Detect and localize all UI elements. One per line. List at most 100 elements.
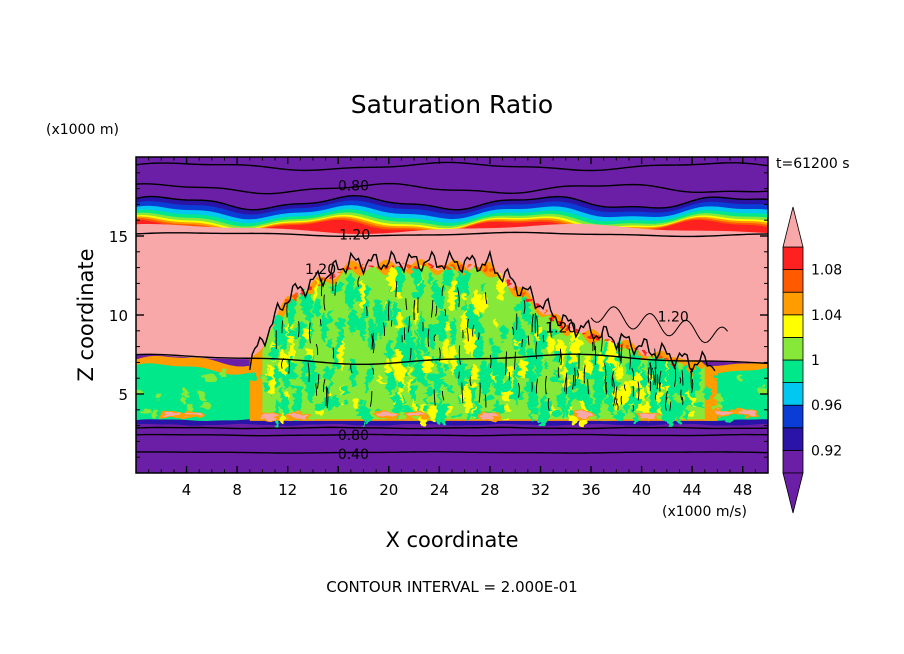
cloud-top-fleck: [467, 265, 472, 270]
y-tick-label: 10: [109, 307, 128, 325]
deck-cell: [416, 384, 428, 394]
streak-contour: [617, 342, 620, 358]
streak-contour: [458, 345, 461, 365]
streak-contour: [559, 350, 562, 366]
deck-cell: [185, 404, 195, 411]
streak-contour: [565, 373, 568, 395]
streak-contour: [557, 367, 560, 378]
colorbar-tick-label: 0.96: [811, 398, 842, 414]
cloud-cell: [347, 273, 355, 290]
base-pocket-core: [377, 412, 396, 418]
deck-cell: [741, 395, 753, 402]
contour-line: [136, 433, 768, 437]
deck-cell: [426, 401, 439, 405]
streak-contour: [325, 386, 327, 406]
colorbar-swatch: [782, 449, 804, 474]
streak-contour: [691, 379, 694, 394]
streak-contour: [605, 382, 608, 393]
deck-cell: [730, 384, 741, 394]
deck-cell: [674, 395, 686, 403]
cloud-top-fleck: [505, 280, 511, 286]
streak-contour: [435, 305, 438, 317]
contour-line: [136, 161, 768, 172]
deck-cell: [580, 386, 589, 394]
cloud-top-fleck: [527, 297, 534, 304]
cloud-top-fleck: [604, 338, 609, 343]
cloud-cell: [268, 345, 280, 361]
deck-cell: [150, 411, 157, 419]
streak-contour: [438, 347, 441, 362]
cloud-cell: [513, 317, 522, 343]
streak-contour: [591, 341, 594, 352]
x-tick-label: 20: [379, 481, 398, 499]
cloud-cell: [352, 396, 359, 410]
streak-contour: [430, 300, 434, 318]
deck-cell: [400, 411, 405, 417]
deck-cell: [612, 412, 619, 417]
streak-contour: [681, 370, 684, 386]
streak-contour: [652, 370, 655, 386]
cloud-top-fleck: [642, 350, 646, 354]
cloud-cell: [513, 374, 519, 406]
contour-line: [136, 194, 768, 211]
cloud-cell: [565, 403, 570, 418]
deck-cell: [652, 401, 659, 411]
contour-interval-note: CONTOUR INTERVAL = 2.000E-01: [326, 578, 577, 596]
x-tick-label: 16: [329, 481, 348, 499]
contour-line: [136, 426, 768, 430]
cloud-top-fleck: [391, 264, 396, 269]
deck-cell: [183, 389, 189, 398]
cloud-top-fleck: [565, 325, 571, 332]
cloud-cell: [327, 339, 332, 349]
deck-cell: [201, 402, 212, 411]
streak-contour: [433, 334, 437, 342]
cloud-cell: [438, 394, 442, 418]
colorbar-tick-label: 0.92: [811, 443, 842, 459]
deck-cell: [295, 387, 304, 392]
streak-contour: [669, 401, 672, 412]
cloud-cell: [640, 363, 645, 387]
contour-line: [136, 182, 768, 195]
cloud-cell: [550, 328, 560, 335]
deck-cell: [289, 379, 301, 386]
cloud-cell: [491, 348, 499, 376]
streak-contour: [332, 347, 335, 359]
colorbar-tick-label: 1: [811, 353, 820, 369]
streak-contour: [365, 306, 368, 317]
colorbar-swatch: [782, 269, 804, 293]
streak-contour: [564, 377, 567, 392]
x-axis: 4 8 12 16 20 24 28 32 36 40 44 48: [148, 157, 756, 499]
deck-cell: [276, 401, 284, 407]
deck-cell: [552, 408, 561, 417]
deck-cell: [524, 383, 533, 390]
cloud-cell: [348, 364, 358, 374]
deck-cell: [573, 406, 581, 413]
streak-contour: [323, 294, 326, 311]
deck-cell: [320, 377, 328, 384]
deck-cell: [690, 407, 700, 412]
cloud-cell: [364, 285, 370, 299]
deck-cell: [428, 374, 439, 381]
cloud-cell: [514, 380, 520, 389]
cloud-cell: [345, 285, 355, 310]
cloud-cell: [500, 381, 512, 393]
deck-cell: [220, 369, 226, 378]
streak-contour: [531, 313, 534, 333]
streak-contour: [323, 378, 326, 393]
streak-contour: [620, 344, 623, 364]
cloud-top-fleck: [339, 269, 343, 274]
deck-cell: [438, 381, 450, 387]
y-tick-label: 15: [109, 228, 128, 246]
deck-cell: [540, 387, 547, 396]
streak-contour: [613, 397, 616, 407]
streak-contour: [615, 386, 618, 400]
deck-cell: [397, 381, 404, 388]
deck-cell: [582, 372, 589, 377]
deck-cell: [572, 390, 582, 398]
deck-cell: [544, 394, 555, 402]
streak-contour: [681, 396, 684, 405]
colorbar-tick-label: 1.04: [811, 308, 842, 324]
deck-cell: [307, 392, 313, 401]
colorbar-swatch: [782, 382, 804, 406]
streak-contour: [679, 377, 682, 384]
